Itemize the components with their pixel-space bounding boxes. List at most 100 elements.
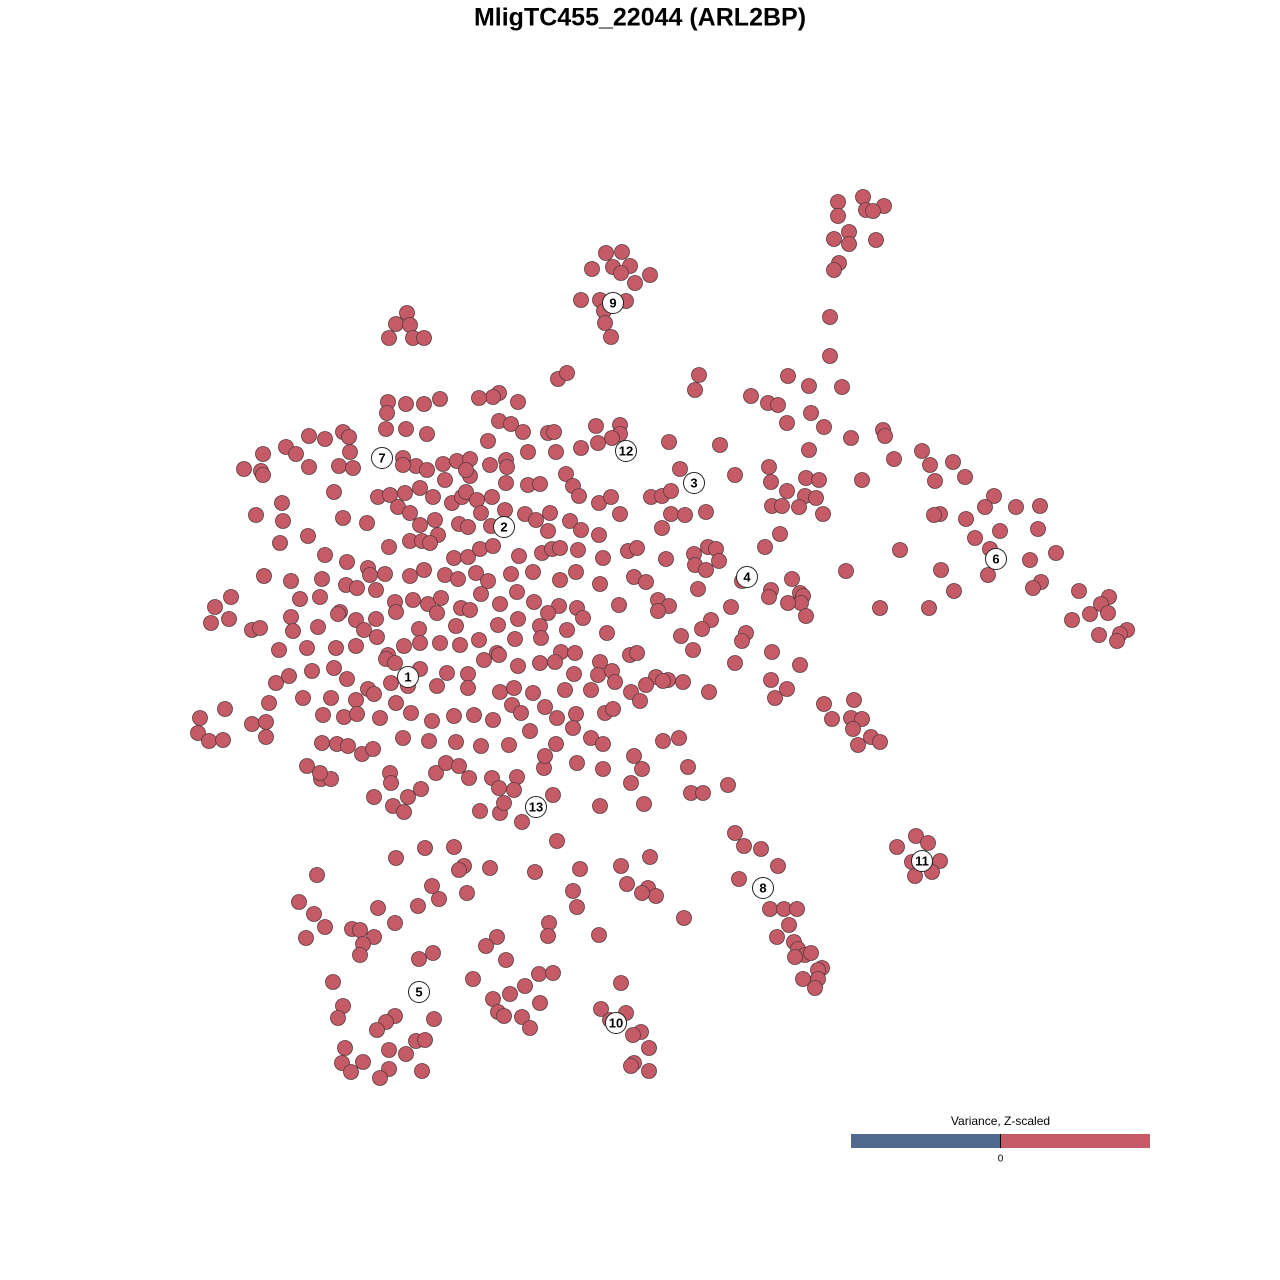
point <box>398 396 414 412</box>
point <box>370 900 386 916</box>
point <box>416 396 432 412</box>
point <box>377 566 393 582</box>
cluster-label-badge <box>736 566 758 588</box>
point <box>772 526 788 542</box>
point <box>711 553 727 569</box>
point <box>850 737 866 753</box>
point <box>634 761 650 777</box>
point <box>355 1054 371 1070</box>
point <box>429 605 445 621</box>
point <box>770 858 786 874</box>
point <box>552 572 568 588</box>
point <box>663 506 679 522</box>
point <box>485 538 501 554</box>
point <box>255 467 271 483</box>
point <box>192 710 208 726</box>
point <box>468 565 484 581</box>
point <box>540 523 556 539</box>
point <box>701 684 717 700</box>
point <box>784 571 800 587</box>
point <box>410 898 426 914</box>
point <box>411 951 427 967</box>
point <box>568 564 584 580</box>
point <box>359 515 375 531</box>
point <box>648 888 664 904</box>
point <box>803 405 819 421</box>
point <box>412 517 428 533</box>
point <box>597 315 613 331</box>
point <box>572 861 588 877</box>
point <box>770 397 786 413</box>
point <box>569 755 585 771</box>
point <box>387 655 403 671</box>
point <box>428 765 444 781</box>
point <box>506 680 522 696</box>
point <box>414 1063 430 1079</box>
point <box>591 527 607 543</box>
point <box>421 733 437 749</box>
point <box>419 426 435 442</box>
point <box>872 600 888 616</box>
point <box>822 309 838 325</box>
point <box>275 513 291 529</box>
point <box>761 459 777 475</box>
point <box>248 507 264 523</box>
point <box>429 678 445 694</box>
point <box>476 652 492 668</box>
point <box>451 758 467 774</box>
point <box>309 867 325 883</box>
point <box>433 590 449 606</box>
point <box>877 428 893 444</box>
point <box>330 606 346 622</box>
point <box>865 203 881 219</box>
point <box>339 671 355 687</box>
point <box>383 775 399 791</box>
point <box>215 732 231 748</box>
point <box>298 930 314 946</box>
point <box>808 490 824 506</box>
point <box>757 539 773 555</box>
point <box>743 388 759 404</box>
point <box>537 699 553 715</box>
point <box>397 485 413 501</box>
point <box>1071 583 1087 599</box>
point <box>977 499 993 515</box>
point <box>542 505 558 521</box>
point <box>492 596 508 612</box>
point <box>301 459 317 475</box>
point <box>281 668 297 684</box>
point <box>892 542 908 558</box>
point <box>398 1046 414 1062</box>
point <box>1082 606 1098 622</box>
point <box>256 568 272 584</box>
cluster-label-badge <box>397 666 419 688</box>
point <box>310 619 326 635</box>
point <box>491 647 507 663</box>
point <box>400 789 416 805</box>
point <box>789 901 805 917</box>
point <box>525 564 541 580</box>
point <box>424 713 440 729</box>
point <box>822 348 838 364</box>
point <box>435 456 451 472</box>
point <box>846 692 862 708</box>
point <box>980 567 996 583</box>
point <box>734 633 750 649</box>
point <box>604 430 620 446</box>
point <box>291 894 307 910</box>
point <box>514 814 530 830</box>
point <box>223 589 239 605</box>
point <box>525 685 541 701</box>
point <box>272 535 288 551</box>
chart-title: MligTC455_22044 (ARL2BP) <box>474 4 806 32</box>
point <box>611 597 627 613</box>
point <box>613 975 629 991</box>
point <box>387 915 403 931</box>
point <box>613 265 629 281</box>
point <box>315 707 331 723</box>
point <box>288 446 304 462</box>
point <box>509 769 525 785</box>
cluster-label-badge <box>602 292 624 314</box>
point <box>838 563 854 579</box>
point <box>614 244 630 260</box>
